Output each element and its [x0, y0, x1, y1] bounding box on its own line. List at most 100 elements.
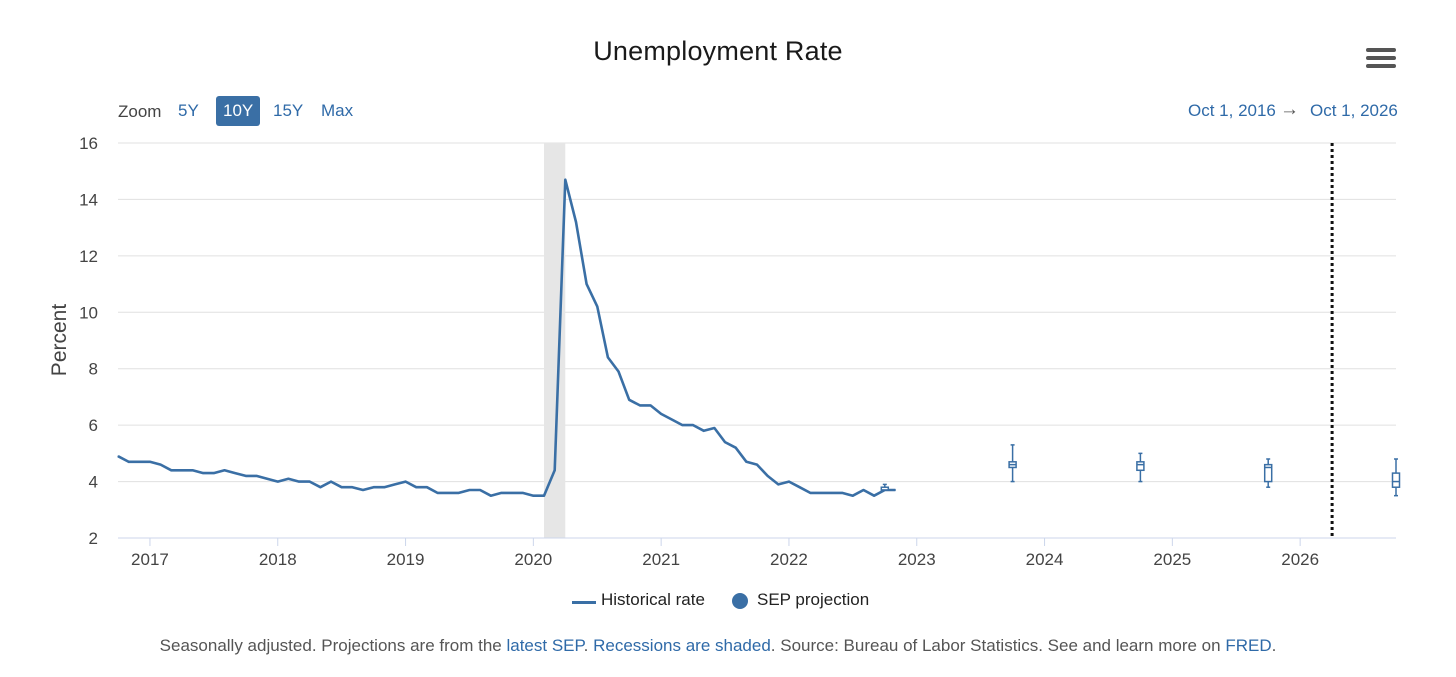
historical-point — [724, 441, 726, 443]
historical-point — [596, 306, 598, 308]
historical-point — [564, 179, 566, 181]
historical-point — [617, 370, 620, 373]
zoom-15y-button[interactable]: 15Y — [273, 101, 304, 120]
footer-text-4: . — [1271, 636, 1277, 655]
x-tick-label: 2025 — [1153, 550, 1191, 569]
historical-point — [234, 472, 236, 474]
sep-projection-box — [1263, 458, 1273, 488]
footer-note: Seasonally adjusted. Projections are fro… — [0, 636, 1436, 656]
legend-historical-swatch[interactable] — [572, 601, 596, 604]
historical-point — [554, 469, 556, 471]
historical-point — [745, 461, 747, 463]
recessions-shaded-link[interactable]: Recessions are shaded — [593, 636, 771, 655]
historical-point — [191, 469, 194, 471]
historical-point — [436, 492, 439, 494]
historical-point — [628, 399, 630, 401]
fred-link[interactable]: FRED — [1225, 636, 1272, 655]
sep-projection-box — [1391, 458, 1401, 497]
historical-point — [341, 486, 343, 488]
legend-projection-swatch[interactable] — [732, 593, 748, 609]
historical-point — [671, 418, 673, 421]
historical-point — [767, 475, 769, 477]
historical-point — [639, 404, 641, 406]
historical-point — [447, 492, 449, 494]
footer-text-2: . — [583, 636, 594, 655]
sep-projection-box — [1136, 452, 1145, 483]
historical-point — [394, 483, 396, 485]
historical-point — [404, 480, 407, 483]
y-tick-label: 6 — [89, 416, 98, 435]
historical-point — [415, 486, 417, 488]
zoom-5y-button[interactable]: 5Y — [178, 101, 199, 120]
historical-point — [223, 469, 226, 471]
x-tick-label: 2022 — [770, 550, 808, 569]
axes: 2 4 6 8 10 12 14 16 2017 2018 2019 2020 2021 2022 2023… — [79, 134, 1396, 569]
footer-text-1: Seasonally adjusted. Projections are fro… — [159, 636, 507, 655]
historical-point — [681, 424, 684, 426]
historical-point — [458, 492, 460, 494]
historical-point — [468, 489, 471, 491]
historical-point — [298, 480, 300, 483]
historical-rate-line — [117, 178, 896, 498]
historical-point — [245, 475, 247, 477]
y-tick-label: 12 — [79, 247, 98, 266]
x-tick-label: 2026 — [1281, 550, 1319, 569]
legend-historical-label[interactable]: Historical rate — [601, 590, 705, 609]
historical-point — [351, 486, 353, 488]
historical-point — [799, 486, 801, 488]
historical-point — [788, 480, 790, 483]
y-tick-label: 14 — [79, 190, 98, 209]
historical-point — [277, 480, 279, 483]
x-tick-label: 2017 — [131, 550, 169, 569]
historical-point — [383, 486, 385, 488]
y-tick-label: 2 — [89, 529, 98, 548]
x-tick-label: 2024 — [1026, 550, 1064, 569]
historical-point — [649, 404, 652, 406]
historical-point — [213, 472, 215, 474]
historical-point — [500, 492, 502, 494]
x-tick-label: 2023 — [898, 550, 936, 569]
historical-point — [319, 486, 321, 488]
historical-point — [490, 495, 492, 497]
historical-point — [543, 495, 545, 497]
historical-point — [575, 221, 577, 223]
box — [1263, 463, 1273, 483]
x-tick-label: 2020 — [514, 550, 552, 569]
historical-point — [830, 492, 833, 494]
historical-point — [532, 495, 534, 497]
recession-band — [544, 143, 566, 538]
zoom-label: Zoom — [118, 102, 162, 121]
box — [1136, 461, 1145, 472]
historical-point — [756, 464, 758, 466]
y-tick-label: 4 — [89, 473, 98, 492]
historical-point — [692, 424, 694, 426]
range-start[interactable]: Oct 1, 2016 — [1188, 101, 1276, 120]
historical-point — [894, 489, 897, 491]
box — [1391, 472, 1401, 488]
y-tick-label: 16 — [79, 134, 98, 153]
historical-point — [138, 461, 140, 463]
y-tick-label: 10 — [79, 303, 98, 322]
historical-point — [426, 486, 428, 488]
historical-point — [149, 461, 151, 463]
y-tick-label: 8 — [89, 360, 98, 379]
x-tick-label: 2021 — [642, 550, 680, 569]
historical-point — [820, 492, 822, 494]
x-tick-label: 2019 — [387, 550, 425, 569]
latest-sep-link[interactable]: latest SEP — [506, 636, 584, 655]
legend-projection-label[interactable]: SEP projection — [757, 590, 870, 609]
historical-point — [522, 492, 524, 494]
y-axis-label: Percent — [48, 304, 71, 377]
historical-point — [309, 480, 311, 483]
zoom-max-button[interactable]: Max — [321, 101, 354, 120]
sep-projection-box — [1008, 444, 1017, 483]
zoom-10y-button[interactable]: 10Y — [216, 96, 261, 126]
range-end[interactable]: Oct 1, 2026 — [1310, 101, 1398, 120]
x-tick-label: 2018 — [259, 550, 297, 569]
historical-point — [862, 489, 865, 491]
historical-point — [607, 356, 609, 359]
hamburger-menu-icon[interactable] — [1366, 48, 1396, 72]
historical-point — [160, 464, 162, 466]
range-arrow-icon: → — [1280, 99, 1299, 120]
